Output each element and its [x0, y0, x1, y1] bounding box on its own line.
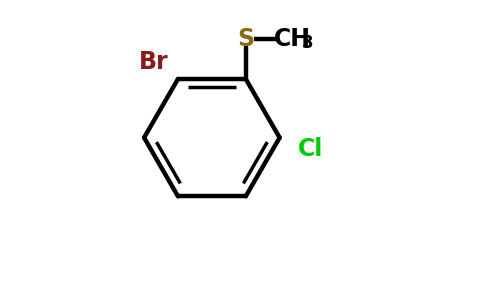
Text: 3: 3: [302, 34, 313, 52]
Text: Cl: Cl: [298, 137, 323, 161]
Text: CH: CH: [273, 27, 310, 51]
Text: Br: Br: [138, 50, 168, 74]
Text: S: S: [237, 27, 254, 51]
